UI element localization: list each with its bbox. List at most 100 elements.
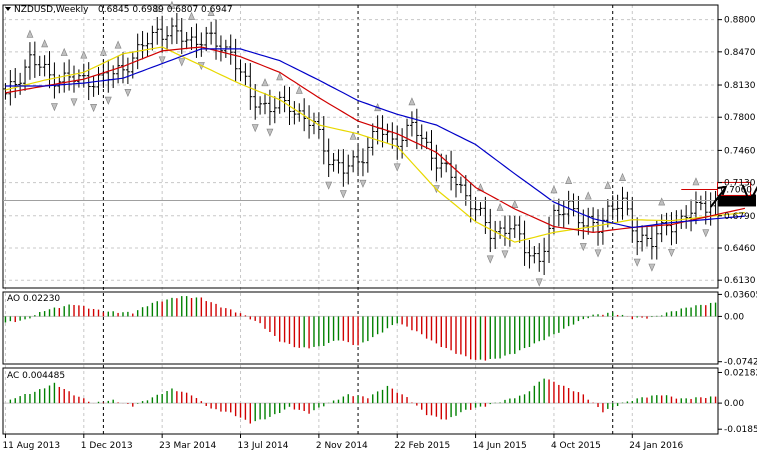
axis-labels: 11 Aug 2013 1 Dec 2013 23 Mar 2014 13 Jul 2… [2,16,757,451]
price-bar [659,214,664,243]
price-bar [556,198,561,227]
ac-histogram [9,378,717,424]
price-bar [591,207,596,232]
price-bar [512,215,517,238]
price-bar [649,225,654,260]
y-tick-label: 0.6460 [724,244,756,254]
price-bar [625,191,630,216]
fractal-down-marker [339,190,347,199]
price-bar [400,128,405,159]
price-bar [282,85,287,113]
price-bar [179,18,184,55]
ao-title: AO 0.02230 [7,294,60,304]
up-arrow-shaft [709,188,726,208]
y-tick-label: -0.01858 [724,425,757,435]
fractal-up-marker [153,3,161,13]
price-bar [331,153,336,172]
price-pane-frame [2,4,719,289]
price-bar [498,220,503,239]
fractal-up-marker [550,185,558,194]
price-bar [140,31,145,60]
x-tick-label: 11 Aug 2013 [2,441,60,451]
price-bar [86,62,91,101]
fractal-up-marker [692,177,700,186]
price-bar [370,123,375,156]
price-bar [76,69,81,88]
fractal-up-marker [80,50,88,59]
price-bar [302,98,307,132]
price-bar [551,204,556,235]
price-bar [32,41,37,78]
fractal-down-marker [393,163,401,172]
price-bar [689,199,694,232]
x-tick-label: 4 Oct 2015 [551,441,601,451]
price-bar [439,153,444,178]
last-price-label: 0.6947 [721,196,753,206]
price-bar [405,118,410,148]
y-tick-label: -0.07424 [724,358,757,368]
price-bar [356,144,361,174]
fractal-up-marker [619,172,626,181]
price-bar [620,186,625,220]
fractal-down-marker [359,179,367,188]
fractal-up-marker [114,40,122,49]
price-bar [473,196,478,222]
price-bar [150,25,155,51]
moving-average-line-1 [5,46,746,234]
price-bar [414,108,419,150]
price-bar [424,131,429,150]
y-tick-label: 0.03605 [724,290,757,300]
fractal-down-marker [158,56,166,65]
price-bar [336,149,341,174]
price-bar [532,246,537,264]
price-bar [537,243,542,272]
price-bar [566,190,571,225]
x-tick-label: 13 Jul 2014 [238,441,289,451]
fractal-up-marker [60,47,68,56]
y-tick-label: 0.8470 [724,48,756,58]
price-bar [409,111,414,137]
price-bar [502,215,507,246]
price-bar [468,182,473,223]
price-bar [174,12,179,44]
price-bar [189,27,194,50]
price-bar [596,209,601,246]
fractal-up-marker [168,0,176,9]
fractal-down-marker [124,88,132,98]
price-bar [81,63,86,88]
x-tick-label: 14 Jun 2015 [473,441,527,451]
fractal-down-marker [501,250,509,259]
price-bar [610,195,615,220]
moving-average-line-2 [5,48,745,229]
price-bar [326,138,331,178]
fractal-down-marker [251,124,259,133]
grid [3,5,718,434]
price-bar [615,194,620,223]
price-bar [258,96,263,115]
price-bar [248,63,253,110]
price-bar [62,62,67,93]
price-bar [165,26,170,49]
projection-arrow-shaft [741,184,757,205]
price-bar [434,144,439,182]
fractal-up-marker [584,191,592,200]
fractal-down-marker [668,248,675,258]
panel-frames [2,4,719,435]
price-bar [365,137,370,173]
fractal-down-marker [633,258,641,267]
y-tick-label: 0.7800 [724,113,756,123]
fractal-up-marker [511,199,519,208]
price-bar [47,51,52,89]
price-bar [444,154,449,173]
price-bar [385,123,390,143]
price-bar [13,68,18,99]
fractal-down-marker [90,104,98,113]
price-bar [243,63,248,86]
x-tick-label: 24 Jan 2016 [629,441,683,451]
moving-averages [5,46,746,243]
x-tick-label: 1 Dec 2013 [81,441,133,451]
fractal-up-marker [604,180,612,189]
price-bar [125,57,130,85]
up-arrow-head [717,185,728,196]
